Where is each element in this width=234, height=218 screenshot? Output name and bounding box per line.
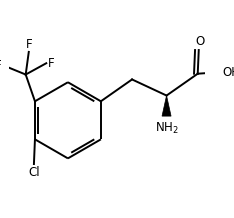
Text: Cl: Cl [28,166,40,179]
Text: OH: OH [222,66,234,78]
Text: F: F [48,57,55,70]
Polygon shape [162,95,171,116]
Text: F: F [26,38,32,51]
Text: NH$_2$: NH$_2$ [155,121,179,136]
Text: F: F [0,59,1,72]
Text: O: O [195,35,205,48]
